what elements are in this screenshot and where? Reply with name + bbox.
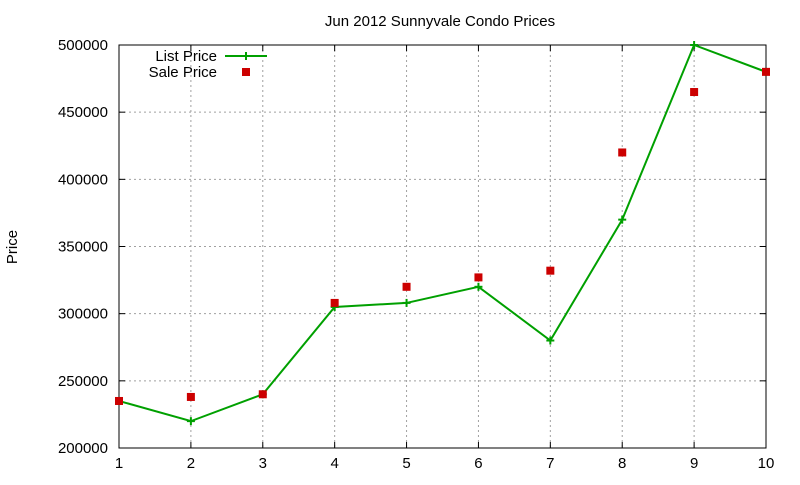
x-tick-label: 8: [618, 455, 626, 472]
legend-label-sale-price: Sale Price: [149, 64, 217, 81]
list-price-point: [690, 41, 699, 49]
y-tick-label: 500000: [58, 37, 108, 54]
sale-price-point: [618, 148, 627, 157]
list-price-point: [186, 417, 195, 426]
legend-label-list-price: List Price: [155, 48, 217, 65]
y-tick-label: 450000: [58, 104, 108, 121]
x-tick-label: 7: [546, 455, 554, 472]
sale-price-point: [115, 396, 123, 405]
list-price-point: [546, 336, 555, 345]
list-price-point: [618, 215, 627, 224]
sale-price-point: [402, 282, 411, 291]
y-axis-label: Price: [4, 230, 21, 264]
x-tick-label: 1: [115, 455, 123, 472]
x-tick-label: 10: [758, 455, 775, 472]
list-price-point: [402, 298, 411, 307]
sale-price-point: [474, 273, 483, 282]
legend-list-price-marker: [242, 52, 250, 60]
x-tick-label: 9: [690, 455, 698, 472]
sale-price-point: [690, 88, 699, 97]
legend: List Price Sale Price: [149, 48, 267, 81]
sale-price-point: [186, 392, 195, 401]
y-tick-label: 200000: [58, 440, 108, 457]
chart-title: Jun 2012 Sunnyvale Condo Prices: [325, 13, 555, 30]
series-layer: [115, 41, 770, 426]
axis-ticks: 1 2 3 4 5 6 7 8 9 10 200000 250000 300000 350000 40000…: [58, 37, 774, 472]
sale-price-point: [258, 390, 267, 399]
list-price-point: [474, 282, 483, 291]
plot-border: [118, 44, 767, 449]
sale-price-point: [546, 266, 555, 275]
x-tick-label: 6: [474, 455, 482, 472]
y-tick-label: 400000: [58, 171, 108, 188]
legend-sale-price-marker: [242, 68, 250, 76]
x-tick-label: 5: [402, 455, 410, 472]
sale-price-point: [330, 298, 339, 307]
y-tick-label: 350000: [58, 239, 108, 256]
y-tick-label: 250000: [58, 373, 108, 390]
grid: [119, 45, 766, 448]
y-tick-label: 300000: [58, 306, 108, 323]
sale-price-point: [762, 67, 770, 76]
list-price-line: [118, 43, 767, 423]
x-tick-label: 2: [187, 455, 195, 472]
x-tick-label: 3: [259, 455, 267, 472]
x-tick-label: 4: [330, 455, 338, 472]
